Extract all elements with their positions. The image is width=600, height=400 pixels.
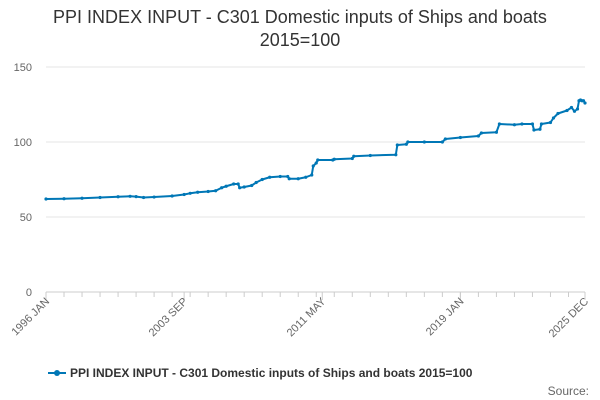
- gridlines: [46, 66, 585, 293]
- data-point: [214, 189, 218, 193]
- data-point: [286, 174, 290, 179]
- legend[interactable]: PPI INDEX INPUT - C301 Domestic inputs o…: [48, 366, 473, 380]
- data-point: [497, 122, 502, 126]
- data-point: [287, 177, 291, 181]
- data-point: [236, 182, 240, 186]
- y-tick-label: 50: [20, 212, 32, 224]
- x-tick-label: 2025 DEC: [547, 296, 591, 340]
- data-point: [268, 175, 272, 179]
- series-layer: [44, 98, 587, 201]
- data-point: [350, 156, 354, 161]
- data-point: [394, 153, 398, 157]
- data-point: [232, 182, 236, 186]
- data-point: [304, 175, 308, 179]
- legend-swatch-marker: [54, 370, 60, 376]
- data-point: [238, 186, 242, 190]
- source-label: Source:: [548, 384, 589, 398]
- data-point: [476, 134, 481, 138]
- x-tick-label: 2019 JAN: [424, 296, 467, 339]
- data-point: [62, 197, 66, 201]
- data-point: [116, 195, 120, 199]
- chart-subtitle-line: 2015=100: [259, 30, 341, 50]
- data-point: [422, 140, 426, 144]
- data-point: [296, 177, 300, 181]
- data-point: [575, 107, 580, 111]
- data-point: [458, 135, 462, 140]
- data-point: [443, 137, 447, 141]
- data-point: [310, 173, 314, 177]
- data-point: [188, 191, 192, 195]
- data-point: [206, 189, 210, 194]
- data-point: [494, 130, 499, 134]
- data-point: [565, 108, 569, 113]
- data-point: [583, 101, 587, 105]
- data-point: [532, 128, 536, 132]
- data-point: [182, 192, 186, 197]
- data-point: [530, 122, 535, 126]
- data-point: [479, 131, 484, 135]
- data-point: [551, 116, 556, 120]
- data-point: [538, 127, 542, 131]
- x-tick-label: 1996 JAN: [9, 296, 52, 339]
- data-point: [520, 122, 524, 126]
- data-point: [404, 142, 408, 146]
- data-point: [224, 184, 228, 188]
- data-point: [548, 120, 553, 125]
- data-point: [134, 195, 138, 199]
- data-point: [80, 196, 84, 200]
- data-point: [581, 99, 586, 103]
- y-tick-label: 150: [14, 62, 32, 74]
- x-tick-label: 2003 SEP: [147, 296, 191, 340]
- data-point: [539, 122, 544, 126]
- data-point: [128, 194, 132, 198]
- y-tick-label: 100: [14, 137, 32, 149]
- data-point: [152, 195, 156, 199]
- data-point: [512, 123, 517, 127]
- data-point: [311, 164, 315, 168]
- data-point: [440, 140, 444, 144]
- data-point: [406, 140, 410, 144]
- data-point: [395, 143, 399, 147]
- data-point: [260, 177, 264, 182]
- data-point: [368, 153, 372, 158]
- data-point: [196, 190, 200, 194]
- data-point: [556, 111, 560, 116]
- legend-label[interactable]: PPI INDEX INPUT - C301 Domestic inputs o…: [70, 366, 473, 380]
- axes: 0 50 100 150 1996 JAN 2003 SEP 2011 MAY 2019 JA…: [9, 62, 591, 340]
- data-point: [242, 185, 246, 189]
- y-tick-label: 0: [26, 287, 32, 299]
- data-point: [278, 174, 282, 179]
- data-point: [569, 105, 574, 110]
- data-point: [332, 157, 336, 161]
- data-point: [572, 109, 577, 113]
- data-point: [314, 161, 318, 165]
- data-point: [170, 194, 174, 198]
- x-tick-label: 2011 MAY: [285, 295, 329, 339]
- chart-title-line: PPI INDEX INPUT - C301 Domestic inputs o…: [53, 7, 547, 27]
- data-point: [141, 195, 146, 200]
- data-point: [220, 186, 224, 190]
- data-point: [316, 158, 320, 162]
- data-point: [44, 197, 48, 201]
- chart-title: PPI INDEX INPUT - C301 Domestic inputs o…: [0, 6, 600, 52]
- series-line: [45, 99, 586, 200]
- data-point: [254, 180, 258, 185]
- data-point: [250, 183, 254, 188]
- data-point: [98, 195, 102, 200]
- data-point: [352, 154, 356, 158]
